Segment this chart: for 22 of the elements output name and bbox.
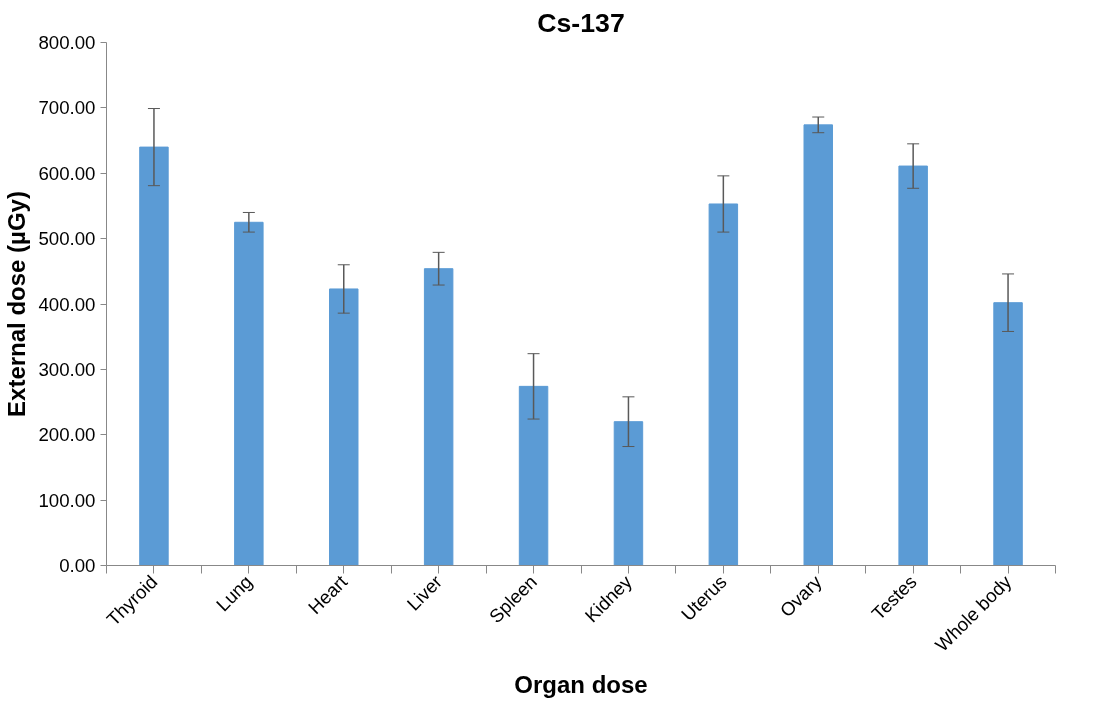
- bar: [708, 203, 739, 566]
- chart-title: Cs-137: [537, 7, 625, 38]
- y-tick-label: 700.00: [38, 97, 96, 119]
- y-tick-label: 600.00: [38, 162, 96, 184]
- y-tick-label: 100.00: [38, 489, 96, 511]
- bar: [898, 165, 928, 566]
- y-tick-label: 500.00: [38, 228, 96, 250]
- y-tick-label: 400.00: [38, 293, 96, 315]
- bar: [993, 302, 1023, 566]
- y-tick-label: 800.00: [38, 32, 96, 53]
- bar: [803, 124, 833, 566]
- x-axis-title: Organ dose: [514, 670, 648, 698]
- bar: [423, 268, 454, 566]
- bar: [234, 221, 264, 566]
- y-tick-label: 200.00: [38, 424, 96, 446]
- y-tick-label: 0.00: [59, 555, 96, 576]
- bar: [329, 288, 359, 566]
- bar: [518, 385, 549, 566]
- bar: [139, 146, 169, 566]
- bar: [613, 421, 644, 566]
- y-tick-label: 300.00: [38, 358, 96, 380]
- y-axis-title: External dose (µGy): [3, 191, 31, 417]
